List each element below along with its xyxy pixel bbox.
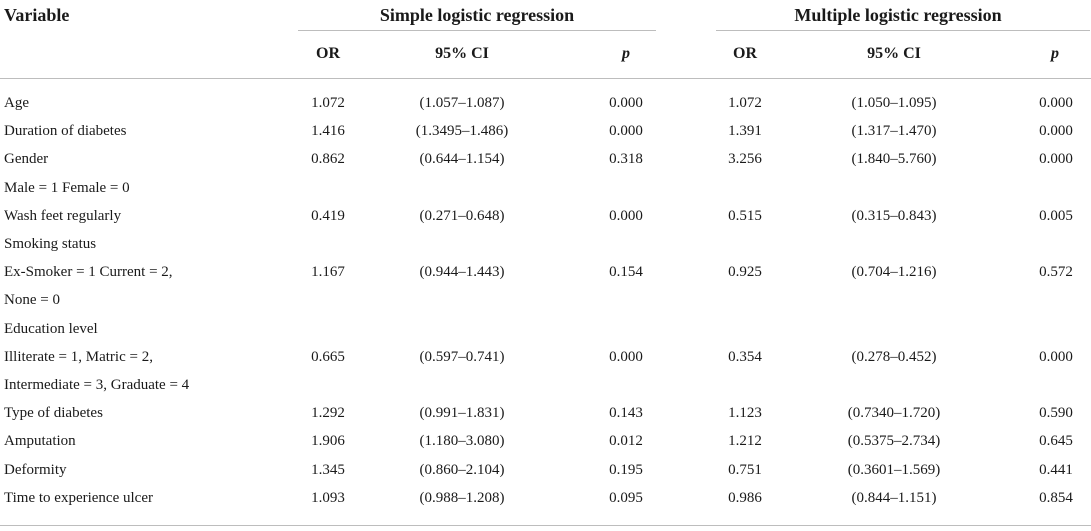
- header-p-multiple: p: [1051, 45, 1059, 62]
- ci-multiple: (0.315–0.843): [851, 208, 937, 224]
- ci-multiple: (1.840–5.760): [851, 151, 937, 167]
- row-label: Male = 1 Female = 0: [4, 180, 130, 196]
- or-simple: 1.093: [311, 490, 345, 506]
- or-simple: 1.345: [311, 462, 345, 478]
- row-label: Intermediate = 3, Graduate = 4: [4, 377, 190, 393]
- row-label: Education level: [4, 321, 98, 337]
- p-simple: 0.095: [609, 490, 643, 506]
- header-variable: Variable: [4, 5, 70, 25]
- ci-simple: (0.271–0.648): [419, 208, 505, 224]
- ci-multiple: (0.704–1.216): [851, 264, 937, 280]
- or-multiple: 1.123: [728, 405, 762, 421]
- p-multiple: 0.645: [1039, 433, 1073, 449]
- p-multiple: 0.441: [1039, 462, 1073, 478]
- header-or-multiple: OR: [733, 45, 757, 62]
- ci-simple: (0.644–1.154): [419, 151, 505, 167]
- ci-simple: (0.597–0.741): [419, 349, 505, 365]
- p-simple: 0.000: [609, 349, 643, 365]
- ci-simple: (0.991–1.831): [419, 405, 505, 421]
- ci-simple: (0.860–2.104): [419, 462, 505, 478]
- or-multiple: 1.072: [728, 95, 762, 111]
- or-multiple: 1.212: [728, 433, 762, 449]
- p-multiple: 0.005: [1039, 208, 1073, 224]
- row-label: Ex-Smoker = 1 Current = 2,: [4, 264, 173, 280]
- or-simple: 0.862: [311, 151, 345, 167]
- p-multiple: 0.854: [1039, 490, 1073, 506]
- header-divider: [0, 78, 1091, 79]
- p-multiple: 0.590: [1039, 405, 1073, 421]
- or-multiple: 0.986: [728, 490, 762, 506]
- or-simple: 1.906: [311, 433, 345, 449]
- row-label: Gender: [4, 151, 49, 167]
- header-multiple-regression: Multiple logistic regression: [794, 5, 1002, 25]
- ci-multiple: (1.317–1.470): [851, 123, 937, 139]
- group1-underline: [298, 30, 656, 31]
- or-simple: 0.419: [311, 208, 345, 224]
- ci-simple: (1.057–1.087): [419, 95, 505, 111]
- ci-multiple: (0.844–1.151): [851, 490, 937, 506]
- table-bottom-rule: [0, 525, 1091, 526]
- row-label: Amputation: [4, 433, 76, 449]
- ci-simple: (0.988–1.208): [419, 490, 505, 506]
- header-simple-regression: Simple logistic regression: [379, 5, 575, 25]
- row-label: Deformity: [4, 462, 67, 478]
- row-label: Smoking status: [4, 236, 97, 252]
- or-simple: 1.167: [311, 264, 345, 280]
- group2-underline: [716, 30, 1090, 31]
- ci-simple: (1.180–3.080): [419, 433, 505, 449]
- p-multiple: 0.000: [1039, 123, 1073, 139]
- or-multiple: 3.256: [728, 151, 762, 167]
- or-simple: 1.292: [311, 405, 345, 421]
- ci-multiple: (1.050–1.095): [851, 95, 937, 111]
- row-label: Wash feet regularly: [4, 208, 122, 224]
- p-multiple: 0.000: [1039, 151, 1073, 167]
- p-simple: 0.012: [609, 433, 643, 449]
- or-simple: 0.665: [311, 349, 345, 365]
- p-simple: 0.154: [609, 264, 643, 280]
- header-ci-multiple: 95% CI: [867, 45, 921, 62]
- p-simple: 0.000: [609, 208, 643, 224]
- or-multiple: 0.925: [728, 264, 762, 280]
- p-multiple: 0.000: [1039, 95, 1073, 111]
- p-simple: 0.000: [609, 95, 643, 111]
- ci-multiple: (0.3601–1.569): [847, 462, 941, 478]
- ci-simple: (1.3495–1.486): [415, 123, 509, 139]
- row-label: Illiterate = 1, Matric = 2,: [4, 349, 153, 365]
- or-multiple: 0.515: [728, 208, 762, 224]
- p-multiple: 0.572: [1039, 264, 1073, 280]
- header-or-simple: OR: [316, 45, 340, 62]
- ci-simple: (0.944–1.443): [419, 264, 505, 280]
- p-simple: 0.143: [609, 405, 643, 421]
- row-label: None = 0: [4, 292, 60, 308]
- p-simple: 0.318: [609, 151, 643, 167]
- header-p-simple: p: [622, 45, 630, 62]
- or-multiple: 0.751: [728, 462, 762, 478]
- ci-multiple: (0.7340–1.720): [847, 405, 941, 421]
- ci-multiple: (0.5375–2.734): [847, 433, 941, 449]
- row-label: Age: [4, 95, 29, 111]
- p-simple: 0.000: [609, 123, 643, 139]
- or-multiple: 0.354: [728, 349, 762, 365]
- or-simple: 1.072: [311, 95, 345, 111]
- or-simple: 1.416: [311, 123, 345, 139]
- p-simple: 0.195: [609, 462, 643, 478]
- row-label: Type of diabetes: [4, 405, 103, 421]
- p-multiple: 0.000: [1039, 349, 1073, 365]
- row-label: Duration of diabetes: [4, 123, 127, 139]
- ci-multiple: (0.278–0.452): [851, 349, 937, 365]
- header-ci-simple: 95% CI: [435, 45, 489, 62]
- row-label: Time to experience ulcer: [4, 490, 153, 506]
- or-multiple: 1.391: [728, 123, 762, 139]
